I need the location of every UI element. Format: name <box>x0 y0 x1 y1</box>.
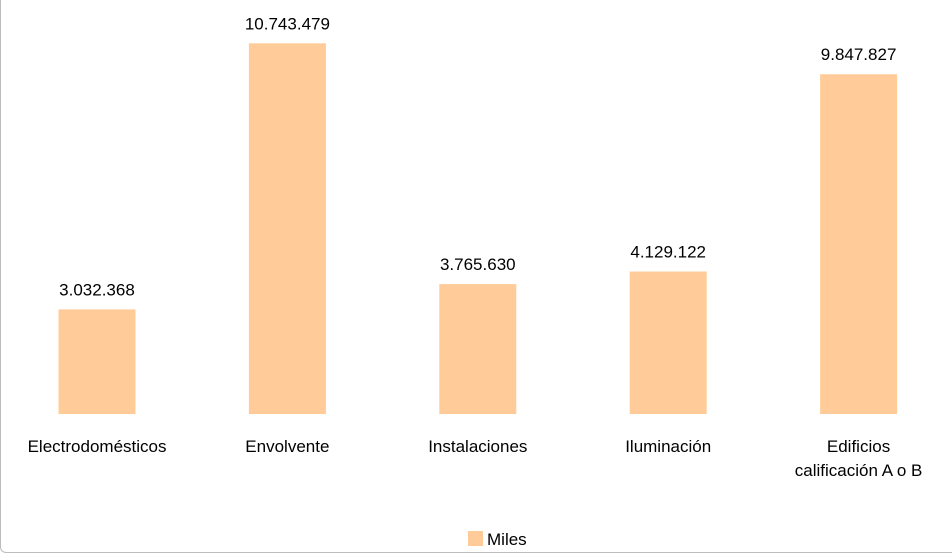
value-labels-group: 3.032.368 10.743.479 3.765.630 4.129.122 9.8… <box>59 14 896 299</box>
category-label-1: Envolvente <box>245 437 329 456</box>
bar-0 <box>58 309 136 414</box>
bars-group <box>58 43 898 415</box>
value-label-4: 9.847.827 <box>821 45 897 64</box>
bar-3 <box>629 271 707 414</box>
bar-1 <box>248 43 326 415</box>
value-label-2: 3.765.630 <box>440 255 516 274</box>
category-labels-group: Electrodomésticos Envolvente Instalaciones… <box>28 437 923 480</box>
legend-label-miles: Miles <box>487 530 527 549</box>
category-label-2: Instalaciones <box>428 437 527 456</box>
value-label-3: 4.129.122 <box>630 243 706 262</box>
category-label-4-line-1: calificación A o B <box>795 461 923 480</box>
category-label-4-line-0: Edificios <box>827 437 890 456</box>
value-label-0: 3.032.368 <box>59 280 135 299</box>
bar-4 <box>820 74 898 414</box>
legend-swatch-miles <box>468 531 483 546</box>
value-label-1: 10.743.479 <box>245 14 330 33</box>
category-label-3: Iluminación <box>625 437 711 456</box>
legend: Miles <box>468 530 527 549</box>
bar-2 <box>439 284 517 414</box>
category-label-0: Electrodomésticos <box>28 437 167 456</box>
